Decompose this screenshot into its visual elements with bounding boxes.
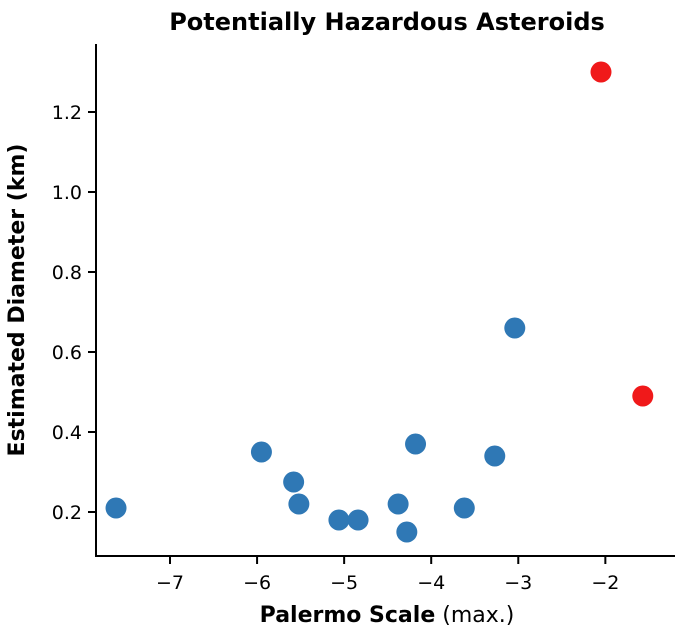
data-point <box>504 317 526 339</box>
x-tick-label: −4 <box>417 572 445 594</box>
chart-title: Potentially Hazardous Asteroids <box>169 8 605 36</box>
y-tick-label: 1.2 <box>52 102 82 124</box>
x-tick-label: −6 <box>243 572 271 594</box>
x-ticks: −7 −6 −5 −4 −3 −2 <box>156 556 619 594</box>
x-tick-label: −2 <box>591 572 619 594</box>
data-point <box>396 521 418 543</box>
data-point <box>387 493 409 515</box>
data-point <box>405 433 427 455</box>
x-tick-label: −5 <box>330 572 358 594</box>
y-tick-label: 0.6 <box>52 342 82 364</box>
x-axis-label-suffix: (max.) <box>435 603 514 628</box>
data-point <box>288 493 310 515</box>
highlighted-data-point <box>590 61 612 83</box>
x-tick-label: −7 <box>156 572 184 594</box>
plot-axes <box>95 44 675 557</box>
data-point <box>105 497 127 519</box>
y-ticks: 0.2 0.4 0.6 0.8 1.0 1.2 <box>52 102 96 524</box>
y-tick-label: 1.0 <box>52 182 82 204</box>
data-point <box>453 497 475 519</box>
x-tick-label: −3 <box>504 572 532 594</box>
data-point <box>484 445 506 467</box>
y-axis-label: Estimated Diameter (km) <box>5 144 30 457</box>
data-points <box>105 61 654 543</box>
data-point <box>328 509 350 531</box>
data-point <box>347 509 369 531</box>
data-point <box>283 471 305 493</box>
highlighted-data-point <box>632 385 654 407</box>
data-point <box>250 441 272 463</box>
y-tick-label: 0.2 <box>52 502 82 524</box>
x-axis-label: Palermo Scale (max.) <box>260 603 515 628</box>
x-axis-label-bold: Palermo Scale <box>260 603 436 628</box>
y-tick-label: 0.4 <box>52 422 82 444</box>
y-tick-label: 0.8 <box>52 262 82 284</box>
